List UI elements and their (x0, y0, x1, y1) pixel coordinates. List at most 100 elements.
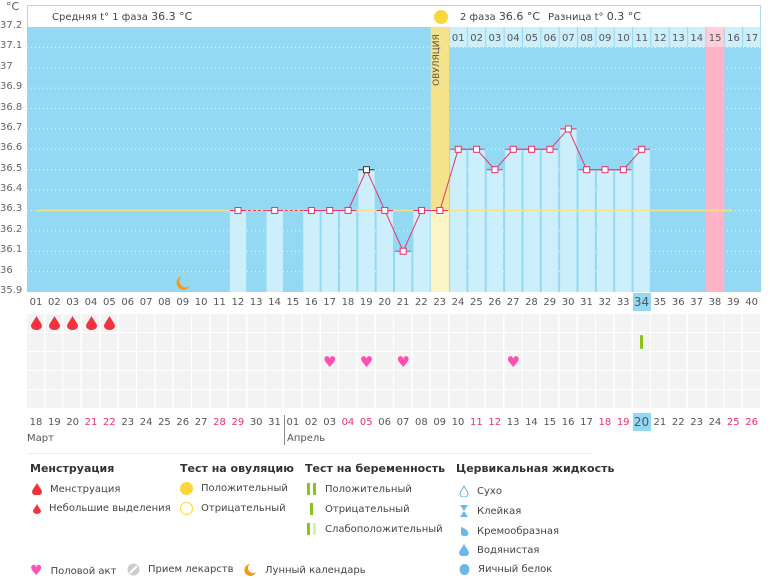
cycle-day-19[interactable]: 19 (359, 297, 373, 308)
cycle-day-31[interactable]: 31 (580, 297, 593, 308)
heart-icon[interactable]: ♥ (323, 353, 337, 371)
date-label[interactable]: 09 (433, 417, 447, 428)
y-tick-label: 36.7 (0, 121, 23, 133)
date-label[interactable]: 31 (268, 417, 281, 428)
date-label[interactable]: 02 (304, 417, 318, 428)
cycle-day-11[interactable]: 11 (213, 297, 226, 308)
blood-drop-icon[interactable] (100, 316, 118, 333)
cycle-day-25[interactable]: 25 (470, 297, 483, 308)
date-label[interactable]: 18 (29, 417, 43, 428)
cycle-day-30[interactable]: 30 (561, 297, 575, 308)
cycle-day-07[interactable]: 07 (139, 297, 153, 308)
cycle-day-37[interactable]: 37 (690, 297, 703, 308)
cycle-day-14[interactable]: 14 (268, 297, 281, 308)
cycle-day-04[interactable]: 04 (84, 297, 98, 308)
date-label[interactable]: 12 (488, 417, 502, 428)
cycle-day-40[interactable]: 40 (745, 297, 758, 308)
date-label[interactable]: 10 (451, 417, 465, 428)
date-label[interactable]: 07 (396, 417, 410, 428)
blood-drop-icon[interactable] (82, 316, 100, 333)
symbol-row[interactable] (27, 314, 761, 332)
date-label[interactable]: 05 (359, 417, 373, 428)
cycle-day-22[interactable]: 22 (414, 297, 428, 308)
date-label[interactable]: 19 (616, 417, 630, 428)
symbol-row[interactable] (27, 371, 761, 389)
cycle-day-05[interactable]: 05 (103, 297, 116, 308)
date-label[interactable]: 03 (323, 417, 336, 428)
cycle-day-02[interactable]: 02 (47, 297, 61, 308)
cycle-day-09[interactable]: 09 (176, 297, 190, 308)
date-label[interactable]: 14 (525, 417, 538, 428)
cycle-day-32[interactable]: 32 (598, 297, 612, 308)
date-label[interactable]: 19 (47, 417, 61, 428)
cycle-day-17[interactable]: 17 (323, 297, 336, 308)
cycle-day-36[interactable]: 36 (671, 297, 685, 308)
date-label[interactable]: 18 (598, 417, 612, 428)
symbol-row[interactable] (27, 352, 761, 370)
date-label[interactable]: 23 (690, 417, 703, 428)
date-label[interactable]: 22 (671, 417, 685, 428)
heart-icon[interactable]: ♥ (359, 353, 374, 371)
blood-drop-icon[interactable] (64, 316, 82, 333)
cycle-day-18[interactable]: 18 (341, 297, 355, 308)
date-label[interactable]: 17 (580, 417, 593, 428)
cycle-day-26[interactable]: 26 (488, 297, 502, 308)
date-label[interactable]: 25 (158, 417, 171, 428)
date-label[interactable]: 21 (653, 417, 667, 428)
y-tick-label: 35.9 (0, 285, 23, 296)
cycle-day-15[interactable]: 15 (286, 297, 300, 308)
cycle-day-39[interactable]: 39 (726, 297, 740, 308)
date-label[interactable]: 23 (121, 417, 135, 428)
date-label[interactable]: 21 (84, 417, 98, 428)
phase2-day-label: 01 (452, 33, 465, 44)
cycle-day-38[interactable]: 38 (708, 297, 722, 308)
date-label[interactable]: 29 (231, 417, 245, 428)
cycle-day-23[interactable]: 23 (433, 297, 447, 308)
date-label[interactable]: 20 (632, 413, 651, 431)
date-label[interactable]: 22 (103, 417, 116, 428)
cycle-day-08[interactable]: 08 (158, 297, 171, 308)
date-label[interactable]: 28 (213, 417, 226, 428)
date-label[interactable]: 08 (414, 417, 428, 428)
date-label[interactable]: 30 (249, 417, 263, 428)
date-label[interactable]: 13 (506, 417, 520, 428)
cycle-day-12[interactable]: 12 (231, 297, 245, 308)
date-label[interactable]: 26 (176, 417, 190, 428)
date-label[interactable]: 20 (66, 417, 80, 428)
date-label[interactable]: 15 (543, 417, 557, 428)
cycle-day-03[interactable]: 03 (66, 297, 80, 308)
temp-bar-day-25 (468, 149, 485, 292)
date-label[interactable]: 01 (286, 417, 300, 428)
blood-drop-icon[interactable] (27, 316, 45, 333)
cycle-day-35[interactable]: 35 (653, 297, 667, 308)
cycle-day-16[interactable]: 16 (304, 297, 318, 308)
symbol-row[interactable] (27, 333, 761, 351)
cycle-day-13[interactable]: 13 (249, 297, 263, 308)
pregnancy-test-icon[interactable] (633, 335, 651, 352)
date-label[interactable]: 04 (341, 417, 355, 428)
date-label[interactable]: 24 (139, 417, 153, 428)
date-label[interactable]: 16 (561, 417, 575, 428)
cycle-day-28[interactable]: 28 (525, 297, 538, 308)
date-label[interactable]: 24 (708, 417, 722, 428)
symbol-row[interactable] (27, 390, 761, 408)
heart-icon[interactable]: ♥ (506, 353, 520, 371)
cycle-day-34[interactable]: 34 (632, 293, 651, 311)
cycle-day-06[interactable]: 06 (121, 297, 135, 308)
cycle-day-21[interactable]: 21 (396, 297, 410, 308)
cycle-day-27[interactable]: 27 (506, 297, 520, 308)
cycle-day-33[interactable]: 33 (616, 297, 630, 308)
cycle-day-24[interactable]: 24 (451, 297, 465, 308)
date-label[interactable]: 11 (470, 417, 483, 428)
cycle-day-20[interactable]: 20 (378, 297, 391, 308)
date-label[interactable]: 06 (378, 417, 391, 428)
date-label[interactable]: 26 (745, 417, 758, 428)
blood-drop-icon[interactable] (45, 316, 63, 333)
legend-dry: Сухо (459, 485, 502, 497)
cycle-day-10[interactable]: 10 (194, 297, 208, 308)
date-label[interactable]: 27 (194, 417, 208, 428)
cycle-day-29[interactable]: 29 (543, 297, 557, 308)
date-label[interactable]: 25 (726, 417, 740, 428)
cycle-day-01[interactable]: 01 (29, 297, 43, 308)
heart-icon[interactable]: ♥ (396, 353, 410, 371)
